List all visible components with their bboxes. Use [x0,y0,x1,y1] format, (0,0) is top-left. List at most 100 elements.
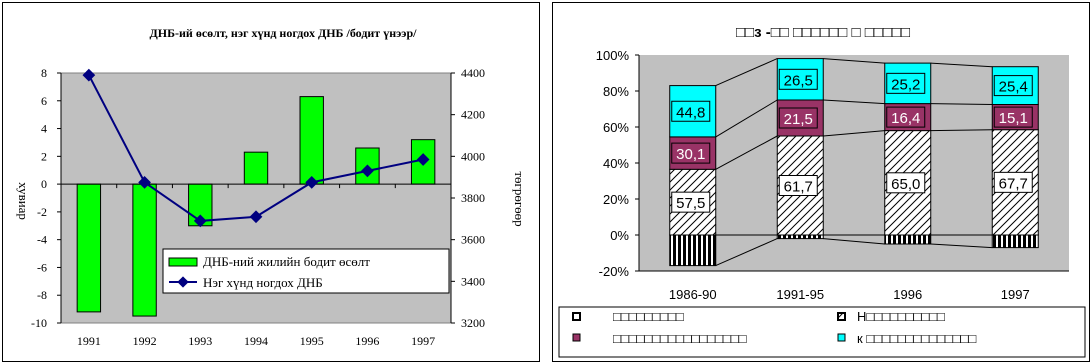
x-tick-label: 1995 [300,334,324,348]
x-tick-label: 1991 [77,334,101,348]
chart-title: □□з -□□ □□□□□□ □ □□□□□ [736,24,910,41]
data-label: 16,4 [891,110,920,127]
series-connector [823,130,885,137]
x-tick-label: 1986-90 [669,287,717,302]
data-label-box [993,171,1033,193]
y-left-tick-label: -2 [37,205,47,219]
y-tick-label: 100% [596,48,630,63]
series-connector [930,129,993,132]
x-tick-label: 1997 [1001,287,1030,302]
x-tick-label: 1996 [893,287,922,302]
y-axis-left-label: хувиар [16,182,31,220]
data-label: 61,7 [784,179,813,196]
series-connector [715,99,778,138]
series-connector [823,58,885,64]
series-connector [715,58,778,87]
y-right-tick-label: 3600 [461,233,485,247]
x-tick-label: 1992 [133,334,157,348]
bar-segment-negative [776,234,824,240]
percapita-point [416,153,430,166]
series-connector [823,238,885,245]
y-left-tick-label: 8 [41,66,47,80]
data-label: 25,2 [891,76,920,93]
series-connector [715,238,778,267]
series-connector [930,103,993,105]
data-label-box [778,107,818,129]
legend-label-3: к □□□□□□□□□□□□□□ [857,331,976,346]
legend-label-percapita: Нэг хүнд ногдох ДНБ [203,275,323,290]
y-tick-label: 60% [603,120,629,135]
y-left-tick-label: 4 [41,122,47,136]
y-right-tick-label: 3200 [461,316,485,330]
data-label: 21,5 [784,111,813,128]
gdp-growth-chart-panel: ДНБ-ий өсөлт, нэг хүнд ногдох ДНБ /бодит… [2,2,540,362]
growth-bar [299,96,324,185]
y-left-tick-label: 6 [41,94,47,108]
bar-segment-negative [669,234,717,267]
legend: □□□□□□□□□ Н□□□□□□□□□□ □□□□□□□□□□□□□□□□□ … [558,306,1086,358]
chart-title: ДНБ-ий өсөлт, нэг хүнд ногдох ДНБ /бодит… [150,26,418,40]
legend-label-growth: ДНБ-ний жилийн бодит өсөлт [203,254,370,269]
percapita-point [138,176,151,189]
structure-chart-panel: □□з -□□ □□□□□□ □ □□□□□ 100% 80% 60% 40% 20% 0… [552,2,1090,362]
y-left-tick-label: -10 [31,316,47,330]
bar-segment-negative [991,234,1039,249]
data-label-box [778,68,818,90]
y-tick-label: 80% [603,84,629,99]
y-right-tick-label: 4400 [461,66,485,80]
y-left-tick-label: 0 [41,177,47,191]
data-label-box [993,106,1033,128]
bar-segment-negative [884,234,932,245]
legend-swatch-growth [168,257,198,267]
x-tick-label: 1997 [411,334,435,348]
x-tick-label: 1996 [355,334,379,348]
y-left-tick-label: -8 [37,288,47,302]
percapita-point [193,214,207,228]
data-label: 44,8 [676,104,705,121]
growth-bar [76,183,102,313]
legend-swatch-1 [837,312,846,321]
structure-chart: □□з -□□ □□□□□□ □ □□□□□ 100% 80% 60% 40% 20% 0… [558,24,1086,358]
y-tick-label: 20% [603,192,629,207]
percapita-point [361,164,374,178]
data-label: 26,5 [784,72,813,89]
series-connector [930,62,993,68]
y-right-tick-label: 3800 [461,191,485,205]
legend: ДНБ-ний жилийн бодит өсөлт Нэг хүнд ногд… [162,248,450,294]
data-label-box [886,106,926,128]
series-connector [715,135,778,170]
growth-bar [243,151,269,185]
y-left-tick-label: 2 [41,149,47,163]
gdp-growth-chart: ДНБ-ий өсөлт, нэг хүнд ногдох ДНБ /бодит… [16,26,527,348]
data-label: 67,7 [999,175,1028,192]
data-label: 25,4 [999,79,1028,96]
data-label-box [886,72,926,94]
legend-swatch-0 [572,312,581,321]
series-connector [823,99,885,105]
series-connector [930,243,993,249]
data-label: 65,0 [891,176,920,193]
y-right-tick-label: 4000 [461,149,485,163]
data-label-box [671,191,711,213]
x-tick-label: 1993 [188,334,212,348]
legend-label-0: □□□□□□□□□ [613,309,684,324]
y-right-tick-label: 4200 [461,108,485,122]
data-label-box [671,142,711,164]
data-label: 57,5 [676,195,705,212]
y-right-tick-label: 3400 [461,274,485,288]
y-tick-label: 0% [610,228,629,243]
y-tick-label: -20% [599,264,630,279]
data-label-box [671,100,711,122]
data-label: 30,1 [676,146,705,163]
percapita-point [249,210,263,224]
y-left-tick-label: -4 [37,233,47,247]
y-axis-right-label: төгрөгөөр [512,171,527,226]
growth-bar [132,183,157,317]
x-tick-label: 1991-95 [776,287,824,302]
y-left-tick-label: -6 [37,260,47,274]
data-label-box [886,172,926,194]
percapita-point [305,176,319,189]
legend-swatch-3 [837,333,846,342]
legend-swatch-2 [572,333,581,342]
y-tick-label: 40% [603,156,629,171]
